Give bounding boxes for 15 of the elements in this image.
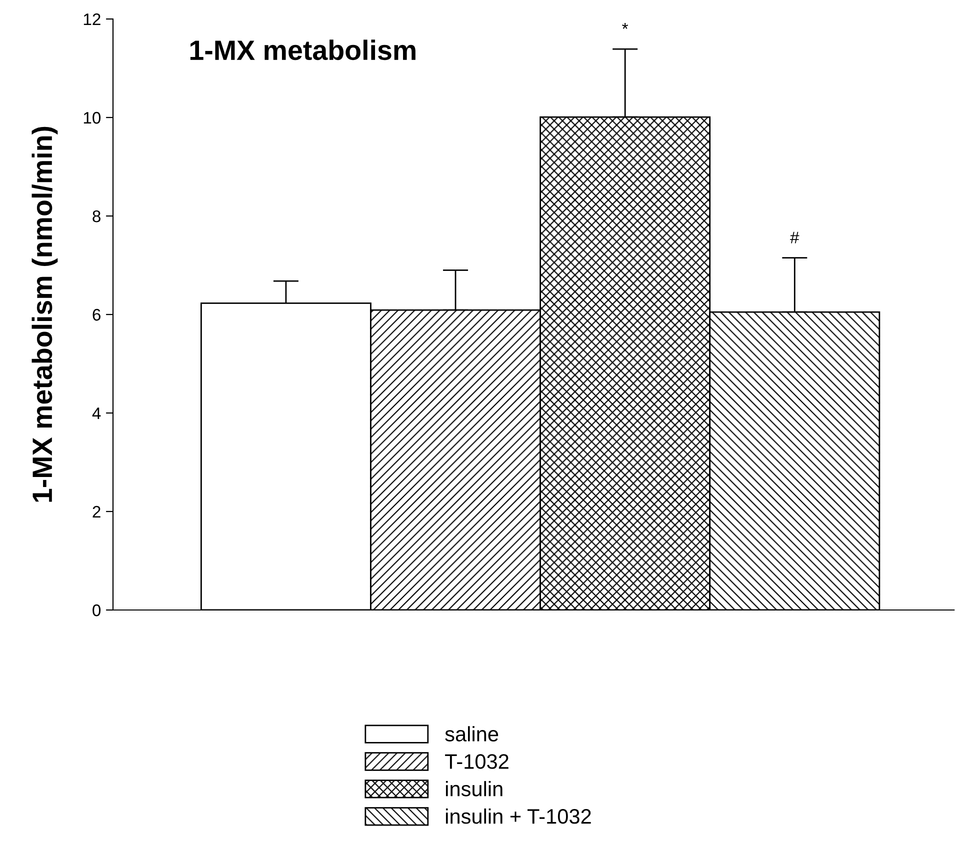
y-tick-label: 12 (84, 13, 100, 26)
y-tick-label: 8 (92, 210, 100, 222)
legend-label: saline (445, 726, 498, 742)
y-tick-label: 2 (92, 506, 100, 518)
legend-label: insulin + T-1032 (446, 808, 591, 824)
annotation: # (790, 232, 800, 244)
annotation: * (622, 23, 628, 29)
text: 1-MX metabolism (190, 40, 416, 60)
y-tick-label: 4 (92, 408, 101, 420)
legend-label: insulin (446, 781, 502, 796)
y-tick-label: 0 (92, 604, 101, 616)
y-axis-title: 1-MX metabolism (nmol/min) (32, 126, 58, 502)
y-tick-label: 10 (84, 112, 101, 124)
y-tick-label: 6 (92, 308, 100, 321)
legend-label: T-1032 (445, 754, 508, 769)
